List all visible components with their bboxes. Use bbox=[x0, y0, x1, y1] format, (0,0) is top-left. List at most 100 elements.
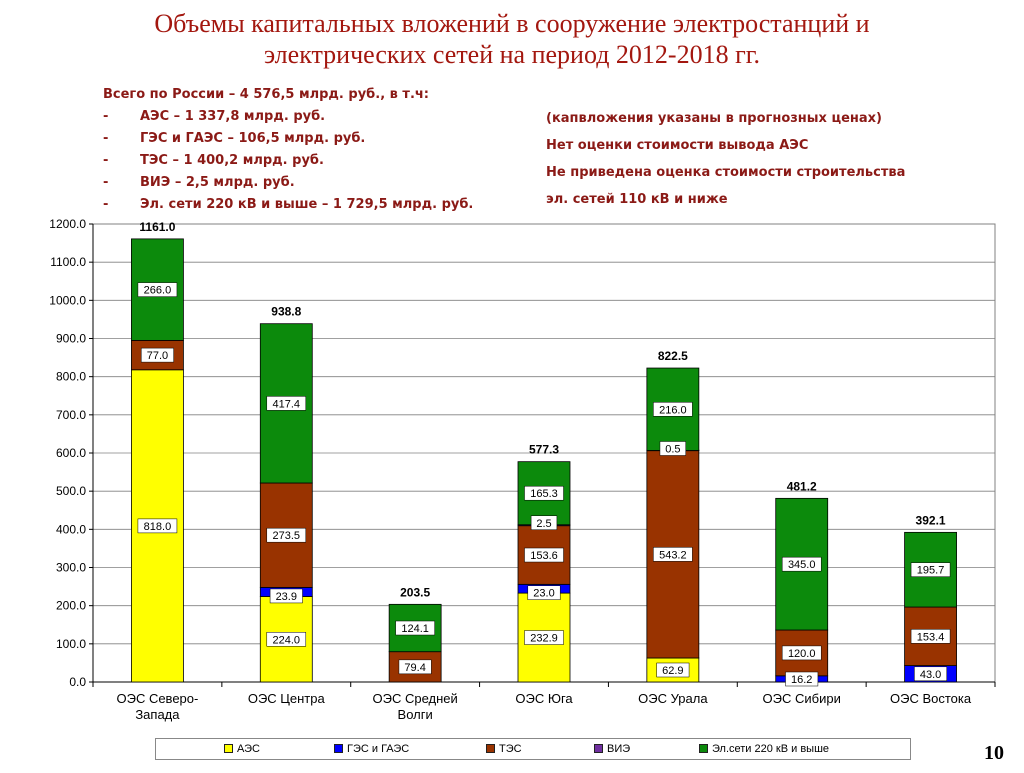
summary-item-aes: АЭС – 1 337,8 млрд. руб. bbox=[140, 109, 326, 124]
russia-summary: Всего по России – 4 576,5 млрд. руб., в … bbox=[103, 84, 473, 216]
legend-item-aes: АЭС bbox=[224, 739, 260, 759]
data-label: 16.2 bbox=[791, 674, 812, 686]
summary-item-vie: ВИЭ – 2,5 млрд. руб. bbox=[140, 175, 295, 190]
legend-item-ges: ГЭС и ГАЭС bbox=[334, 739, 409, 759]
data-label-box bbox=[398, 659, 432, 675]
data-label: 273.5 bbox=[273, 530, 301, 542]
data-label: 23.0 bbox=[533, 588, 554, 600]
data-label-box bbox=[527, 585, 561, 600]
data-label: 232.9 bbox=[530, 633, 558, 645]
data-label: 153.6 bbox=[530, 550, 558, 562]
summary-item-ges: ГЭС и ГАЭС – 106,5 млрд. руб. bbox=[140, 131, 366, 146]
x-tick-label: ОЭС Центра bbox=[248, 691, 326, 706]
legend-label: ГЭС и ГАЭС bbox=[347, 743, 410, 755]
total-label: 203.5 bbox=[400, 585, 430, 599]
data-label-box bbox=[266, 527, 307, 543]
data-label-box bbox=[395, 620, 435, 636]
legend-label: Эл.сети 220 кВ и выше bbox=[712, 743, 830, 755]
data-label-box bbox=[659, 441, 687, 456]
note-network-110: эл. сетей 110 кВ и ниже bbox=[546, 192, 728, 207]
data-label-box bbox=[137, 282, 178, 297]
total-label: 822.5 bbox=[658, 349, 688, 363]
legend-item-tes: ТЭС bbox=[486, 739, 522, 759]
data-label: 818.0 bbox=[144, 521, 172, 533]
data-label-box bbox=[914, 666, 948, 682]
legend-swatch bbox=[594, 743, 603, 753]
data-label-box bbox=[910, 562, 951, 577]
summary-dash: - bbox=[103, 153, 109, 168]
legend-label: ВИЭ bbox=[607, 743, 631, 755]
y-tick-label: 600.0 bbox=[56, 446, 86, 460]
y-tick-label: 0.0 bbox=[69, 675, 86, 689]
page-number: 10 bbox=[984, 742, 1004, 764]
data-label: 543.2 bbox=[659, 549, 687, 561]
x-tick-label: ОЭС Сибири bbox=[763, 691, 841, 706]
x-tick-label: ОЭС Юга bbox=[515, 691, 573, 706]
data-label: 224.0 bbox=[273, 634, 301, 646]
data-label: 124.1 bbox=[401, 623, 429, 635]
data-label: 62.9 bbox=[662, 665, 683, 677]
x-tick-label: ОЭС Урала bbox=[638, 691, 708, 706]
total-label: 577.3 bbox=[529, 443, 559, 457]
summary-item: - ГЭС и ГАЭС – 106,5 млрд. руб. bbox=[103, 128, 429, 150]
legend-label: ТЭС bbox=[499, 743, 522, 755]
data-label: 43.0 bbox=[920, 669, 941, 681]
data-label-box bbox=[269, 588, 303, 604]
summary-head: Всего по России – 4 576,5 млрд. руб., в … bbox=[103, 87, 430, 102]
chart-legend: АЭС ГЭС и ГАЭС ТЭС ВИЭ Эл.сети 220 кВ и … bbox=[155, 738, 911, 760]
note-decommission: Нет оценки стоимости вывода АЭС bbox=[546, 138, 809, 153]
data-label-box bbox=[653, 402, 693, 417]
y-tick-label: 1000.0 bbox=[49, 293, 86, 307]
data-label: 2.5 bbox=[536, 518, 551, 530]
data-label: 79.4 bbox=[404, 662, 425, 674]
x-tick-label: ОЭС Северо- bbox=[116, 691, 198, 706]
summary-dash: - bbox=[103, 175, 109, 190]
data-label-box bbox=[781, 645, 822, 661]
data-label: 153.4 bbox=[917, 631, 945, 643]
summary-dash: - bbox=[103, 109, 109, 124]
data-label: 0.5 bbox=[665, 443, 680, 455]
data-label: 417.4 bbox=[273, 398, 301, 410]
data-label: 77.0 bbox=[147, 350, 168, 362]
total-label: 392.1 bbox=[916, 513, 946, 527]
data-label: 23.9 bbox=[276, 591, 297, 603]
summary-item-tes: ТЭС – 1 400,2 млрд. руб. bbox=[140, 153, 324, 168]
y-tick-label: 800.0 bbox=[56, 370, 86, 384]
title-line-2: электрических сетей на период 2012-2018 … bbox=[263, 40, 760, 69]
summary-dash: - bbox=[103, 131, 109, 146]
data-label: 165.3 bbox=[530, 488, 558, 500]
x-tick-label: Волги bbox=[398, 707, 433, 722]
legend-label: АЭС bbox=[237, 743, 260, 755]
data-label: 195.7 bbox=[917, 565, 945, 577]
data-label-box bbox=[140, 347, 174, 363]
x-tick-label: Запада bbox=[135, 707, 180, 722]
y-tick-label: 1100.0 bbox=[50, 255, 86, 269]
legend-swatch bbox=[224, 743, 233, 753]
data-label-box bbox=[910, 629, 951, 644]
data-label-box bbox=[785, 671, 819, 687]
data-label-box bbox=[266, 632, 307, 647]
data-label-box bbox=[653, 547, 693, 562]
summary-item: - Эл. сети 220 кВ и выше – 1 729,5 млрд.… bbox=[103, 194, 473, 216]
y-tick-label: 300.0 bbox=[56, 561, 86, 575]
y-tick-label: 200.0 bbox=[56, 599, 86, 613]
legend-item-vie: ВИЭ bbox=[594, 739, 630, 759]
x-tick-label: ОЭС Средней bbox=[373, 691, 458, 706]
legend-swatch bbox=[334, 743, 343, 753]
data-label: 216.0 bbox=[659, 404, 687, 416]
data-label-box bbox=[781, 556, 822, 572]
y-tick-label: 400.0 bbox=[56, 522, 86, 536]
data-label: 266.0 bbox=[144, 285, 172, 297]
total-label: 938.8 bbox=[271, 305, 301, 319]
y-tick-label: 900.0 bbox=[56, 332, 86, 346]
y-tick-label: 500.0 bbox=[56, 484, 86, 498]
data-label-box bbox=[266, 396, 307, 411]
legend-item-grid: Эл.сети 220 кВ и выше bbox=[699, 739, 829, 759]
notes-block: (капвложения указаны в прогнозных ценах)… bbox=[546, 105, 905, 213]
data-label-box bbox=[530, 515, 558, 531]
data-label-box bbox=[524, 547, 564, 563]
y-tick-label: 700.0 bbox=[56, 408, 86, 422]
y-tick-label: 1200.0 bbox=[49, 217, 86, 231]
y-tick-label: 100.0 bbox=[56, 637, 86, 651]
